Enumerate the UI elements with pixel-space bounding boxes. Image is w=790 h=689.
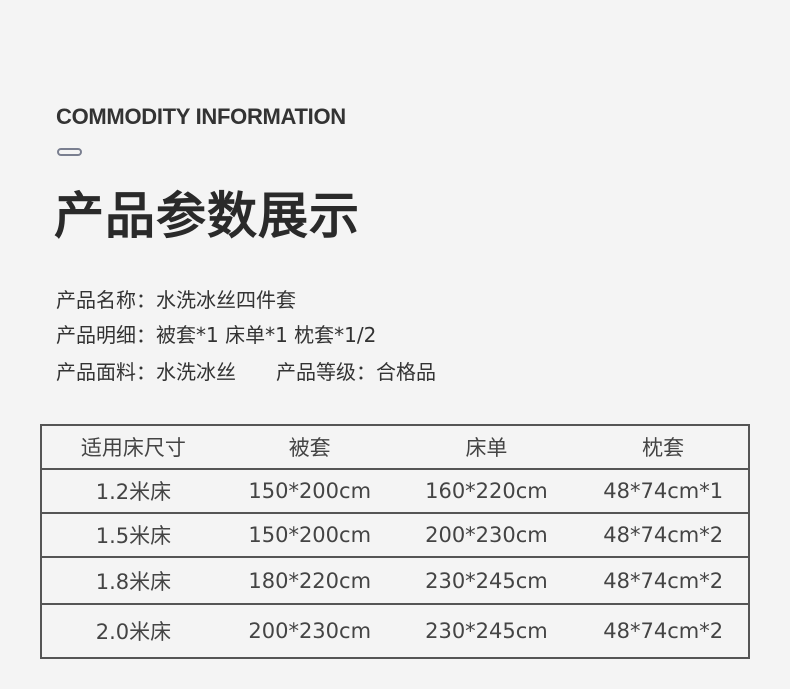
table-cell: 1.2米床 [95,480,172,504]
table-cell: 1.5米床 [95,524,172,548]
table-cell: 200*230cm [425,523,548,547]
table-cell: 48*74cm*2 [603,619,724,643]
table-cell: 150*200cm [248,523,372,547]
heading-english: COMMODITY INFORMATION [56,104,346,129]
table-cell: 160*220cm [425,479,548,503]
table-row: 2.0米床 200*230cm 230*245cm 48*74cm*2 [42,603,748,657]
page-title: 产品参数展示 [54,187,360,245]
table-row: 1.5米床 150*200cm 200*230cm 48*74cm*2 [42,512,748,556]
table-row: 1.2米床 150*200cm 160*220cm 48*74cm*1 [42,468,748,512]
header-cell: 枕套 [642,436,685,460]
table-cell: 1.8米床 [95,569,172,594]
size-table: 适用床尺寸 被套 床单 枕套 1.2米床 150*200cm 160*220cm… [40,424,750,659]
header-cell: 适用床尺寸 [80,436,186,460]
header-cell: 被套 [288,436,331,460]
table-cell: 2.0米床 [95,620,172,644]
header-cell: 床单 [465,436,508,460]
table-cell: 48*74cm*1 [603,479,724,503]
table-cell: 230*245cm [425,568,548,593]
table-cell: 230*245cm [425,619,548,643]
table-cell: 48*74cm*2 [603,523,724,547]
decorative-divider [57,148,82,156]
table-header: 适用床尺寸 被套 床单 枕套 [42,426,748,468]
product-details: 产品明细：被套*1 床单*1 枕套*1/2 [56,323,377,347]
product-name: 产品名称：水洗冰丝四件套 [56,288,296,312]
table-cell: 48*74cm*2 [603,568,724,593]
table-cell: 180*220cm [248,568,372,593]
table-cell: 200*230cm [248,619,372,643]
table-row: 1.8米床 180*220cm 230*245cm 48*74cm*2 [42,556,748,603]
product-material-grade: 产品面料：水洗冰丝 产品等级：合格品 [56,360,436,384]
table-cell: 150*200cm [248,479,372,503]
